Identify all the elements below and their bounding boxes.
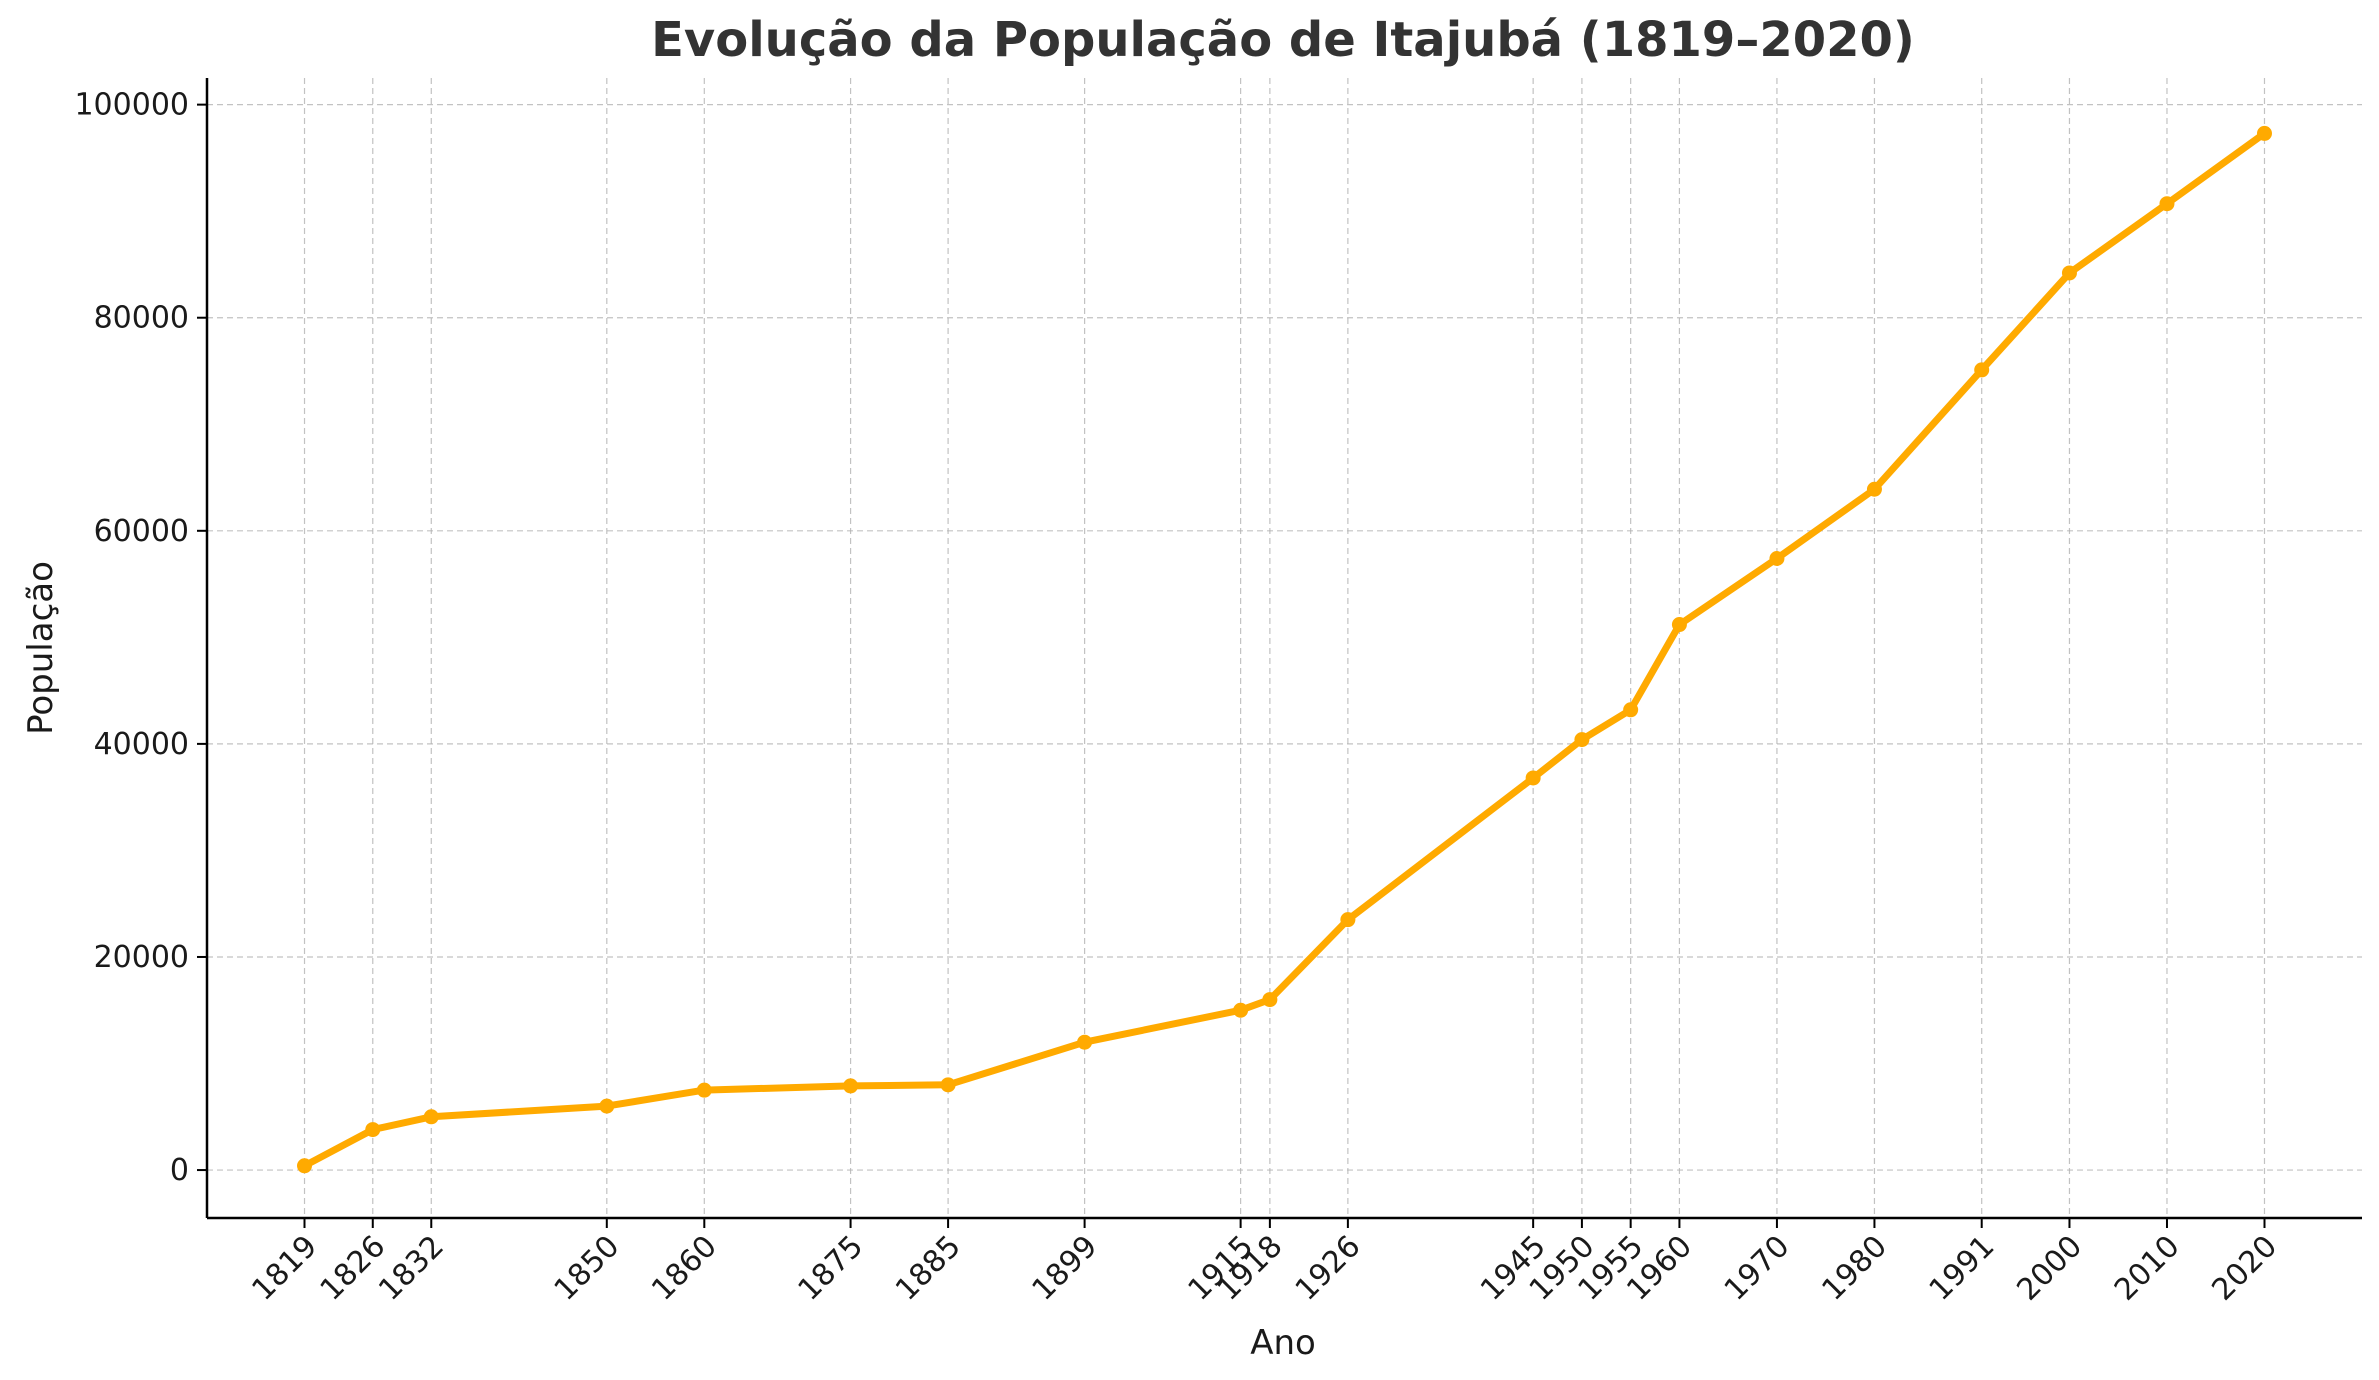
data-point [1623,702,1639,718]
x-tick-label: 2000 [2010,1229,2089,1308]
data-point [1671,617,1687,633]
x-tick-label: 1885 [889,1229,968,1308]
data-point [2256,125,2272,141]
data-point [365,1122,381,1138]
x-tick-label: 2020 [2205,1229,2284,1308]
axes [205,78,2362,1220]
y-tick-label: 20000 [94,940,189,975]
y-tick-label: 80000 [94,301,189,336]
data-point [2061,265,2077,281]
y-tick-label: 100000 [74,88,189,123]
data-point [297,1158,313,1174]
x-tick-label: 2010 [2108,1229,2187,1308]
y-axis-ticks: 0 20000 40000 60000 80000 100000 [74,88,207,1188]
data-point [696,1082,712,1098]
data-point [1262,992,1278,1008]
x-tick-label: 1819 [245,1229,324,1308]
y-axis-label: População [21,561,61,735]
data-series [297,125,2272,1174]
x-tick-label: 1991 [1923,1229,2002,1308]
x-tick-label: 1826 [314,1229,393,1308]
data-point [1233,1002,1249,1018]
data-point [1974,362,1990,378]
data-point [599,1098,615,1114]
data-point [423,1109,439,1125]
x-tick-label: 1832 [372,1229,451,1308]
data-point [1769,551,1785,567]
y-tick-label: 0 [170,1153,189,1188]
x-tick-label: 1875 [791,1229,870,1308]
x-tick-label: 1899 [1026,1229,1105,1308]
x-axis-label: Ano [1250,1323,1316,1363]
x-tick-label: 1850 [548,1229,627,1308]
x-tick-label: 1970 [1718,1229,1797,1308]
data-point [1340,912,1356,928]
chart-title: Evolução da População de Itajubá (1819–2… [651,12,1915,68]
data-point [2159,196,2175,212]
data-point [1866,481,1882,497]
series-line [301,129,2268,1170]
data-point [1077,1034,1093,1050]
data-point [940,1077,956,1093]
x-tick-label: 1926 [1289,1229,1368,1308]
grid [207,78,2362,1218]
x-tick-label: 1860 [645,1229,724,1308]
data-point [1574,732,1590,748]
data-point [1525,770,1541,786]
y-tick-label: 40000 [94,727,189,762]
data-point [843,1078,859,1094]
y-tick-label: 60000 [94,514,189,549]
x-tick-label: 1980 [1815,1229,1894,1308]
